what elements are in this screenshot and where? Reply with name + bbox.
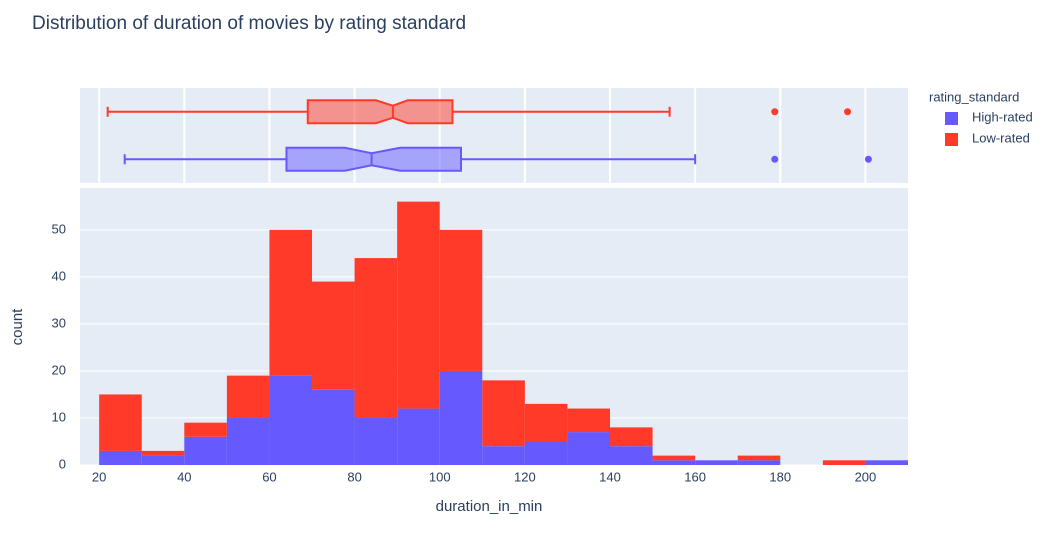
y-tick-label: 40 — [52, 268, 66, 283]
legend-title: rating_standard — [929, 89, 1019, 104]
histogram-bar — [226, 417, 270, 465]
histogram-bar — [652, 460, 696, 465]
histogram-bar — [482, 380, 525, 447]
y-tick-label: 30 — [52, 315, 66, 330]
chart-title: Distribution of duration of movies by ra… — [32, 13, 466, 34]
histogram-bar — [737, 460, 781, 465]
y-tick-label: 10 — [52, 409, 66, 424]
x-tick-label: 60 — [262, 469, 276, 484]
histogram-bar — [184, 422, 227, 437]
histogram-bar — [312, 281, 355, 390]
histogram-bar — [482, 446, 525, 465]
histogram-bar — [99, 450, 142, 465]
box-outlier — [864, 155, 872, 163]
y-tick-label: 0 — [59, 456, 66, 471]
histogram-bar — [226, 375, 270, 418]
x-axis-label: duration_in_min — [436, 498, 543, 515]
y-axis-label: count — [9, 308, 26, 346]
histogram-bar — [610, 427, 653, 447]
x-tick-label: 80 — [347, 469, 361, 484]
x-tick-label: 100 — [429, 469, 451, 484]
histogram-bar — [141, 455, 185, 465]
x-tick-label: 120 — [514, 469, 536, 484]
histogram-bar — [269, 375, 313, 465]
histogram-bar — [397, 201, 440, 409]
x-tick-label: 180 — [769, 469, 791, 484]
x-tick-label: 40 — [177, 469, 191, 484]
histogram-bar — [439, 370, 483, 465]
x-tick-label: 140 — [599, 469, 621, 484]
box-body — [306, 99, 454, 125]
legend-swatch — [945, 133, 958, 146]
histogram-bar — [567, 408, 611, 433]
histogram-bar — [524, 403, 568, 442]
histogram-bar — [269, 229, 313, 376]
legend-label: High-rated — [972, 109, 1033, 124]
histogram-bar — [865, 460, 908, 465]
x-tick-label: 160 — [684, 469, 706, 484]
histogram-bar — [524, 441, 568, 465]
legend-swatch — [945, 112, 958, 125]
histogram-bar — [99, 394, 142, 451]
histogram-bar — [397, 408, 440, 465]
x-tick-label: 200 — [855, 469, 877, 484]
box-outlier — [771, 108, 779, 116]
legend-label: Low-rated — [972, 130, 1030, 145]
box-outlier — [771, 155, 779, 163]
histogram-bar — [695, 460, 738, 465]
histogram-bar — [822, 460, 866, 465]
histogram-bar — [354, 417, 398, 465]
histogram-bar — [354, 258, 398, 418]
y-tick-label: 20 — [52, 362, 66, 377]
histogram-bar — [184, 436, 227, 465]
histogram-bar — [439, 229, 483, 371]
histogram-bar — [312, 389, 355, 465]
histogram-bar — [737, 455, 781, 461]
y-tick-label: 50 — [52, 221, 66, 236]
histogram-bar — [610, 446, 653, 465]
box-body — [285, 146, 463, 172]
box-outlier — [844, 108, 852, 116]
histogram-bar — [652, 455, 696, 461]
histogram-bar — [141, 450, 185, 456]
box-panel — [80, 88, 908, 183]
x-tick-label: 20 — [92, 469, 106, 484]
histogram-bar — [567, 432, 611, 465]
